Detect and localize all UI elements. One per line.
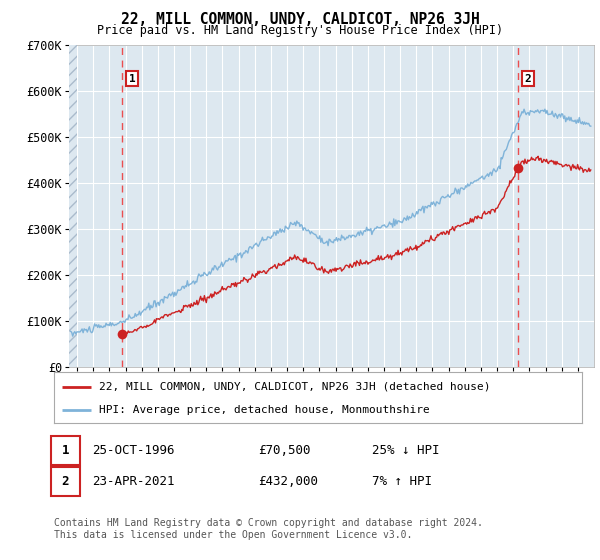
Text: 2: 2 [524,73,532,83]
Text: 25-OCT-1996: 25-OCT-1996 [92,444,175,458]
Text: 1: 1 [129,73,136,83]
Bar [69,45,77,367]
Text: 22, MILL COMMON, UNDY, CALDICOT, NP26 3JH: 22, MILL COMMON, UNDY, CALDICOT, NP26 3J… [121,12,479,27]
Text: 22, MILL COMMON, UNDY, CALDICOT, NP26 3JH (detached house): 22, MILL COMMON, UNDY, CALDICOT, NP26 3J… [99,381,490,391]
Text: 25% ↓ HPI: 25% ↓ HPI [372,444,439,458]
Text: 1: 1 [62,444,69,458]
Text: 23-APR-2021: 23-APR-2021 [92,475,175,488]
Text: HPI: Average price, detached house, Monmouthshire: HPI: Average price, detached house, Monm… [99,405,430,415]
Text: Price paid vs. HM Land Registry's House Price Index (HPI): Price paid vs. HM Land Registry's House … [97,24,503,36]
Text: £70,500: £70,500 [258,444,311,458]
Text: £432,000: £432,000 [258,475,318,488]
Text: 7% ↑ HPI: 7% ↑ HPI [372,475,432,488]
Text: 2: 2 [62,475,69,488]
Text: Contains HM Land Registry data © Crown copyright and database right 2024.
This d: Contains HM Land Registry data © Crown c… [54,518,483,540]
